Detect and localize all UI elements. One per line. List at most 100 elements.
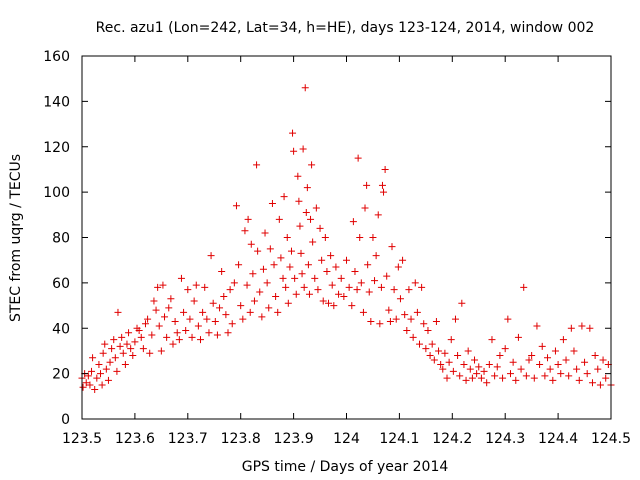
data-point xyxy=(377,283,385,291)
data-point xyxy=(86,381,94,389)
data-point xyxy=(292,290,300,298)
x-tick-label: 123.6 xyxy=(115,431,155,447)
data-point xyxy=(520,283,528,291)
data-point xyxy=(385,306,393,314)
data-point xyxy=(562,356,570,364)
data-point xyxy=(559,336,567,344)
data-point xyxy=(247,240,255,248)
data-point xyxy=(449,367,457,375)
data-point xyxy=(325,299,333,307)
data-point xyxy=(396,295,404,303)
data-point xyxy=(237,302,245,310)
chart-title: Rec. azu1 (Lon=242, Lat=34, h=HE), days … xyxy=(96,20,595,36)
data-point xyxy=(458,299,466,307)
data-point xyxy=(372,252,380,260)
data-point xyxy=(114,308,122,316)
data-point xyxy=(394,263,402,271)
data-point xyxy=(270,261,278,269)
data-point xyxy=(129,351,137,359)
data-point xyxy=(541,372,549,380)
data-point xyxy=(468,374,476,382)
data-point xyxy=(318,256,326,264)
data-point xyxy=(538,342,546,350)
data-point xyxy=(504,315,512,323)
data-point xyxy=(282,283,290,291)
data-point xyxy=(367,317,375,325)
data-point xyxy=(567,324,575,332)
data-point xyxy=(514,333,522,341)
data-point xyxy=(150,297,158,305)
data-point xyxy=(226,286,234,294)
x-tick-label: 123.7 xyxy=(168,431,208,447)
data-point xyxy=(418,283,426,291)
data-point xyxy=(430,356,438,364)
data-point xyxy=(139,345,147,353)
data-point xyxy=(356,234,364,241)
data-point xyxy=(299,145,307,153)
data-point xyxy=(454,351,462,359)
data-point xyxy=(287,247,295,255)
data-point xyxy=(594,365,602,373)
data-point xyxy=(588,379,596,387)
data-point xyxy=(381,165,389,173)
data-point xyxy=(101,340,109,348)
data-point xyxy=(376,320,384,328)
data-point xyxy=(565,372,573,380)
data-point xyxy=(261,229,269,237)
data-point xyxy=(190,297,198,305)
data-point xyxy=(98,381,106,389)
data-point xyxy=(182,327,190,335)
data-point xyxy=(235,261,243,269)
data-point xyxy=(581,358,589,366)
data-point xyxy=(413,308,421,316)
y-tick-label: 20 xyxy=(52,367,70,383)
data-point xyxy=(268,199,276,207)
data-point xyxy=(374,211,382,219)
data-point xyxy=(327,252,335,260)
data-point xyxy=(303,184,311,192)
data-point xyxy=(259,265,267,273)
x-tick-label: 124.5 xyxy=(591,431,631,447)
data-point xyxy=(345,283,353,291)
data-point xyxy=(443,374,451,382)
data-point xyxy=(171,317,179,325)
data-point xyxy=(424,327,432,335)
data-point xyxy=(447,336,455,344)
data-point xyxy=(108,345,116,353)
y-tick-label: 140 xyxy=(43,94,70,110)
data-point xyxy=(575,376,583,384)
data-point xyxy=(536,361,544,369)
data-point xyxy=(196,336,204,344)
data-point xyxy=(283,234,291,241)
data-point xyxy=(392,315,400,323)
data-point xyxy=(323,268,331,276)
data-point xyxy=(456,372,464,380)
data-point xyxy=(386,317,394,325)
data-point xyxy=(113,367,121,375)
data-point xyxy=(121,361,129,369)
data-point xyxy=(405,286,413,294)
data-point xyxy=(422,345,430,353)
data-point xyxy=(477,374,485,382)
data-point xyxy=(302,209,310,217)
data-point xyxy=(211,317,219,325)
data-point xyxy=(416,340,424,348)
data-point xyxy=(328,281,336,289)
data-point xyxy=(445,358,453,366)
x-tick-label: 124.3 xyxy=(485,431,525,447)
data-point xyxy=(314,286,322,294)
data-point xyxy=(298,270,306,278)
data-point xyxy=(111,354,119,362)
data-point xyxy=(316,224,324,232)
data-point xyxy=(184,286,192,294)
data-point xyxy=(97,370,105,378)
data-point xyxy=(228,320,236,328)
data-point xyxy=(127,345,135,353)
x-axis: 123.5 123.6 123.7 123.8 123.9 124 124.1 124.2 12… xyxy=(62,56,631,447)
data-point xyxy=(409,333,417,341)
data-point xyxy=(93,374,101,382)
data-point xyxy=(491,372,499,380)
data-point xyxy=(290,147,298,155)
data-point xyxy=(509,358,517,366)
data-point xyxy=(551,347,559,355)
